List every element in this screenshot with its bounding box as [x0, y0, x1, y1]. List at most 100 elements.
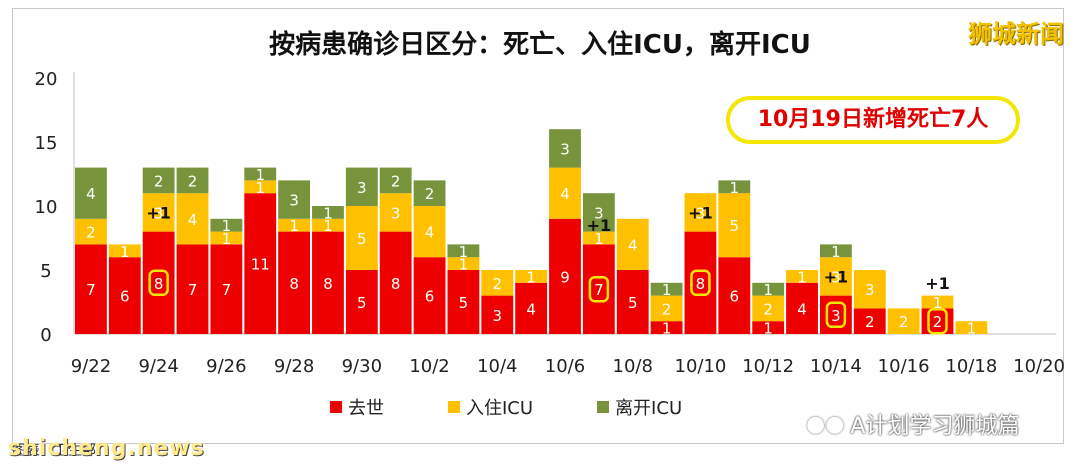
bar-segment — [379, 231, 412, 334]
watermark-logo: 狮城新闻 — [968, 20, 1064, 48]
bar-segment — [108, 244, 141, 258]
bar-segment — [650, 321, 683, 334]
bar-segment — [515, 282, 548, 334]
bar-segment — [447, 244, 480, 258]
x-tick-label: 10/12 — [742, 356, 794, 377]
bar-segment — [786, 282, 818, 334]
data-label: 1 — [289, 217, 299, 235]
data-label: 1 — [967, 320, 977, 338]
bar-segment — [75, 218, 107, 245]
x-tick-label: 10/18 — [945, 356, 997, 377]
data-label: 1 — [323, 217, 333, 235]
data-label: 3 — [391, 204, 401, 222]
data-label: 3 — [154, 204, 164, 222]
data-label: 11 — [251, 256, 270, 274]
data-label: 1 — [120, 243, 130, 261]
bar-segment — [718, 257, 751, 334]
bar-segment — [142, 193, 175, 232]
bar-segment — [752, 321, 785, 334]
wechat-text: A计划学习狮城篇 — [850, 414, 1020, 439]
data-label: 6 — [120, 288, 130, 306]
data-label: 4 — [188, 211, 198, 229]
bar-segment — [515, 270, 548, 283]
bar-segment — [379, 193, 412, 232]
bar-segment — [718, 180, 751, 194]
bar-segment — [752, 295, 785, 322]
data-label: 8 — [323, 275, 333, 293]
data-label: 9 — [560, 268, 570, 286]
x-tick-label: 9/26 — [206, 356, 246, 377]
data-label: 2 — [493, 275, 503, 293]
bar-segment — [819, 257, 852, 296]
data-label: 2 — [933, 313, 943, 331]
wechat-icon: ●● — [806, 411, 845, 437]
bar-segment — [413, 180, 446, 206]
bar-segment — [176, 193, 209, 245]
data-label: 1 — [594, 230, 604, 248]
chart-title: 按病患确诊日区分：死亡、入住ICU，离开ICU — [269, 30, 811, 60]
bar-segment — [244, 167, 277, 181]
legend-swatch-icu-out — [597, 401, 610, 413]
annotation-label: +1 — [587, 216, 612, 235]
bar-segment — [447, 257, 480, 270]
bar-segment — [278, 231, 311, 334]
bar-segment — [244, 180, 277, 194]
x-tick-label: 10/16 — [878, 356, 930, 377]
legend-swatch-deaths — [330, 401, 342, 413]
data-label: 2 — [662, 300, 672, 318]
data-label: 2 — [391, 172, 401, 190]
bar-segment — [752, 282, 785, 296]
data-label: 2 — [188, 172, 198, 190]
data-label: 2 — [763, 300, 773, 318]
data-label: 5 — [357, 294, 367, 312]
x-tick-label: 10/14 — [810, 356, 862, 377]
x-tick-label: 10/10 — [675, 356, 727, 377]
legend-label-icu-in: 入住ICU — [466, 398, 534, 419]
bar-segment — [853, 308, 886, 334]
data-label: 1 — [662, 281, 672, 299]
legend: 去世 入住ICU 离开ICU — [330, 394, 682, 420]
legend-item-icu-out: 离开ICU — [597, 394, 682, 420]
bar-segment — [549, 129, 581, 168]
bar-segment — [108, 257, 141, 334]
data-label: 1 — [459, 256, 469, 274]
bar-segment — [684, 193, 717, 232]
data-label: 5 — [459, 294, 469, 312]
bar-segment — [616, 218, 649, 270]
bar-segment — [718, 193, 751, 258]
y-tick-label: 10 — [35, 197, 58, 218]
data-label: 1 — [763, 281, 773, 299]
bar-segment — [345, 270, 378, 334]
legend-item-icu-in: 入住ICU — [448, 394, 533, 420]
data-label: 5 — [730, 217, 740, 235]
bar-segment — [481, 270, 514, 296]
bar-segment — [447, 270, 480, 334]
data-label: 2 — [86, 224, 96, 242]
x-tick-label: 9/28 — [274, 356, 314, 377]
bar-segment — [142, 231, 175, 334]
bar-segment — [312, 231, 344, 334]
legend-label-icu-out: 离开ICU — [615, 398, 683, 419]
label-circle — [927, 307, 948, 335]
bar-segment — [210, 231, 243, 245]
data-label: 7 — [188, 281, 198, 299]
data-label: 1 — [730, 179, 740, 197]
data-label: 5 — [628, 294, 638, 312]
data-label: 1 — [763, 320, 773, 338]
bar-segment — [819, 244, 852, 258]
data-label: 2 — [865, 313, 875, 331]
data-label: 8 — [154, 275, 164, 293]
y-tick-label: 15 — [35, 133, 58, 154]
data-label: 3 — [696, 204, 706, 222]
bar-segment — [582, 244, 615, 334]
source-note: 图表：卫生部 — [12, 443, 96, 459]
data-label: 1 — [222, 217, 232, 235]
wechat-watermark: ●● A计划学习狮城篇 — [806, 408, 1019, 440]
data-label: 3 — [594, 204, 604, 222]
bar-segment — [582, 231, 615, 245]
x-tick-label: 9/22 — [71, 356, 111, 377]
annotation-label: +1 — [688, 203, 713, 222]
y-tick-label: 0 — [40, 325, 51, 346]
data-label: 7 — [222, 281, 232, 299]
x-tick-label: 10/6 — [545, 356, 585, 377]
